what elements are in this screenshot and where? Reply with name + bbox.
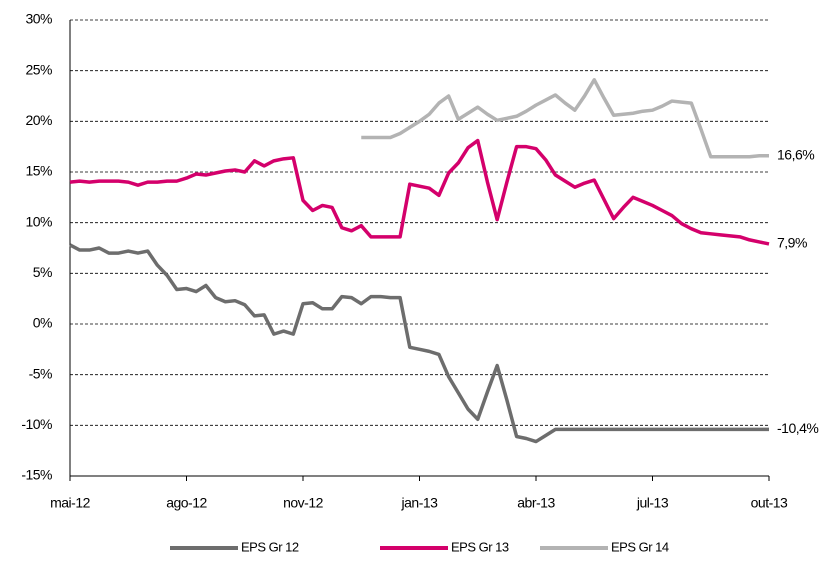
- y-tick-label: 0%: [33, 315, 52, 331]
- x-tick-label: out-13: [751, 495, 788, 511]
- y-tick-label: 20%: [25, 112, 52, 128]
- series-line: [69, 243, 769, 444]
- x-tick-label: jul-13: [636, 495, 669, 511]
- series-line: [361, 78, 769, 159]
- y-tick-label: 5%: [33, 264, 52, 280]
- end-label: -10,4%: [777, 420, 818, 436]
- y-tick-label: 10%: [25, 213, 52, 229]
- x-tick-label: jan-13: [401, 495, 439, 511]
- x-tick-label: mai-12: [50, 495, 91, 511]
- y-tick-label: 30%: [25, 11, 52, 27]
- x-tick-label: nov-12: [283, 495, 324, 511]
- end-label: 7,9%: [777, 235, 807, 251]
- y-tick-label: 25%: [25, 61, 52, 77]
- x-tick-label: abr-13: [517, 495, 555, 511]
- y-tick-label: 15%: [25, 163, 52, 179]
- series-line: [69, 138, 770, 246]
- end-label: 16,6%: [777, 146, 814, 162]
- legend-label: EPS Gr 12: [241, 539, 299, 554]
- y-tick-label: -5%: [29, 365, 52, 381]
- y-tick-label: -10%: [21, 416, 52, 432]
- legend-label: EPS Gr 13: [451, 539, 509, 554]
- legend-label: EPS Gr 14: [611, 539, 669, 554]
- x-tick-label: ago-12: [166, 495, 207, 511]
- y-tick-label: -15%: [21, 467, 52, 483]
